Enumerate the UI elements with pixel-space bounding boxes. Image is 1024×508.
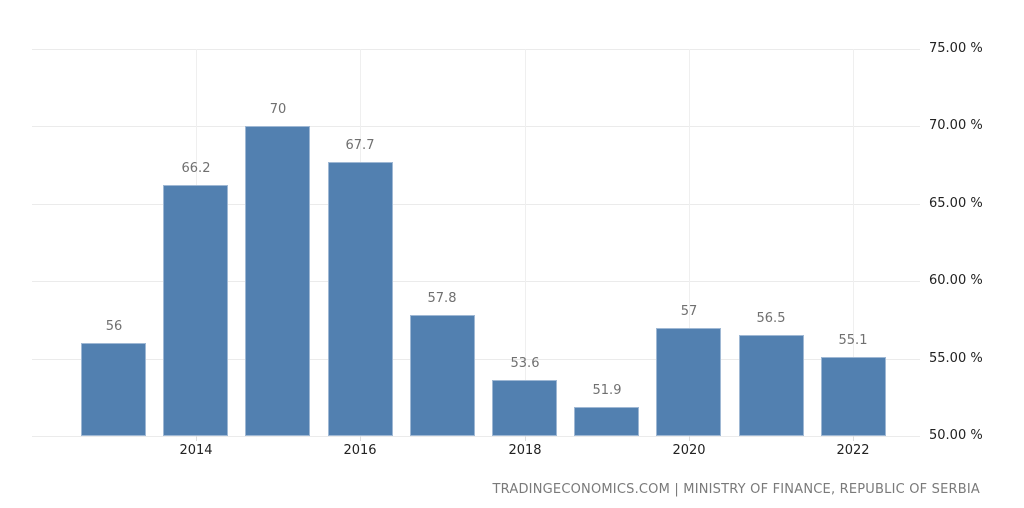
x-tick-mark: [853, 436, 854, 441]
x-tick-label: 2016: [343, 443, 377, 458]
value-label: 51.9: [592, 383, 622, 398]
bar-2014: [163, 185, 228, 436]
x-tick-mark: [525, 436, 526, 441]
bar-2016: [328, 162, 393, 436]
x-tick-label: 2018: [508, 443, 542, 458]
bar-2018: [492, 380, 557, 436]
grid-line-vertical: [689, 49, 690, 436]
value-label: 55.1: [838, 333, 868, 348]
x-tick-label: 2014: [179, 443, 213, 458]
x-tick-label: 2020: [672, 443, 706, 458]
source-attribution: TRADINGECONOMICS.COM | MINISTRY OF FINAN…: [492, 482, 980, 497]
bar-2021: [739, 335, 804, 436]
x-tick-mark: [360, 436, 361, 441]
grid-line-vertical: [525, 49, 526, 436]
value-label: 56.5: [756, 311, 786, 326]
bar-2015: [245, 126, 310, 436]
x-tick-label: 2022: [836, 443, 870, 458]
value-label: 66.2: [181, 161, 211, 176]
grid-line-horizontal: [32, 126, 920, 127]
y-tick-label: 70.00 %: [929, 118, 983, 133]
grid-line-horizontal: [32, 204, 920, 205]
bar-2017: [410, 315, 475, 436]
y-tick-label: 55.00 %: [929, 351, 983, 366]
value-label: 67.7: [345, 138, 375, 153]
bar-2022: [821, 357, 886, 436]
x-tick-mark: [196, 436, 197, 441]
grid-line-horizontal: [32, 359, 920, 360]
y-tick-label: 60.00 %: [929, 273, 983, 288]
grid-line-vertical: [853, 49, 854, 436]
grid-line-horizontal: [32, 436, 920, 437]
value-label: 57.8: [427, 291, 457, 306]
bar-2019: [574, 407, 639, 436]
bar-2013: [81, 343, 146, 436]
y-tick-label: 65.00 %: [929, 196, 983, 211]
grid-line-horizontal: [32, 281, 920, 282]
y-tick-label: 50.00 %: [929, 428, 983, 443]
grid-line-horizontal: [32, 49, 920, 50]
value-label: 70: [269, 102, 287, 117]
value-label: 57: [680, 304, 698, 319]
x-tick-mark: [689, 436, 690, 441]
value-label: 53.6: [510, 356, 540, 371]
y-tick-label: 75.00 %: [929, 41, 983, 56]
bar-2020: [656, 328, 721, 436]
value-label: 56: [105, 319, 123, 334]
